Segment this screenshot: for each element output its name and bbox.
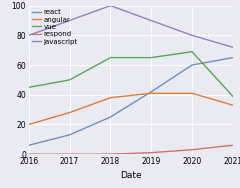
Legend: react, angular, vue, respond, javascript: react, angular, vue, respond, javascript [31, 8, 79, 46]
vue [68, 79, 71, 81]
respond [109, 153, 112, 155]
javascript [150, 19, 153, 22]
react [68, 134, 71, 136]
angular [150, 92, 153, 94]
react [27, 144, 30, 146]
vue [109, 57, 112, 59]
react [109, 116, 112, 118]
react [231, 57, 234, 59]
javascript [68, 19, 71, 22]
respond [231, 144, 234, 146]
X-axis label: Date: Date [120, 171, 142, 180]
respond [68, 153, 71, 155]
angular [68, 111, 71, 114]
vue [27, 86, 30, 89]
angular [27, 123, 30, 126]
react [191, 64, 193, 66]
angular [231, 104, 234, 106]
vue [150, 57, 153, 59]
javascript [109, 5, 112, 7]
respond [27, 153, 30, 155]
javascript [27, 34, 30, 36]
Line: vue: vue [29, 52, 233, 96]
Line: javascript: javascript [29, 6, 233, 47]
vue [191, 51, 193, 53]
respond [191, 149, 193, 151]
Line: respond: respond [29, 145, 233, 154]
javascript [191, 34, 193, 36]
Line: angular: angular [29, 93, 233, 124]
angular [109, 97, 112, 99]
vue [231, 95, 234, 97]
react [150, 91, 153, 93]
respond [150, 152, 153, 154]
Line: react: react [29, 58, 233, 145]
javascript [231, 46, 234, 48]
angular [191, 92, 193, 94]
